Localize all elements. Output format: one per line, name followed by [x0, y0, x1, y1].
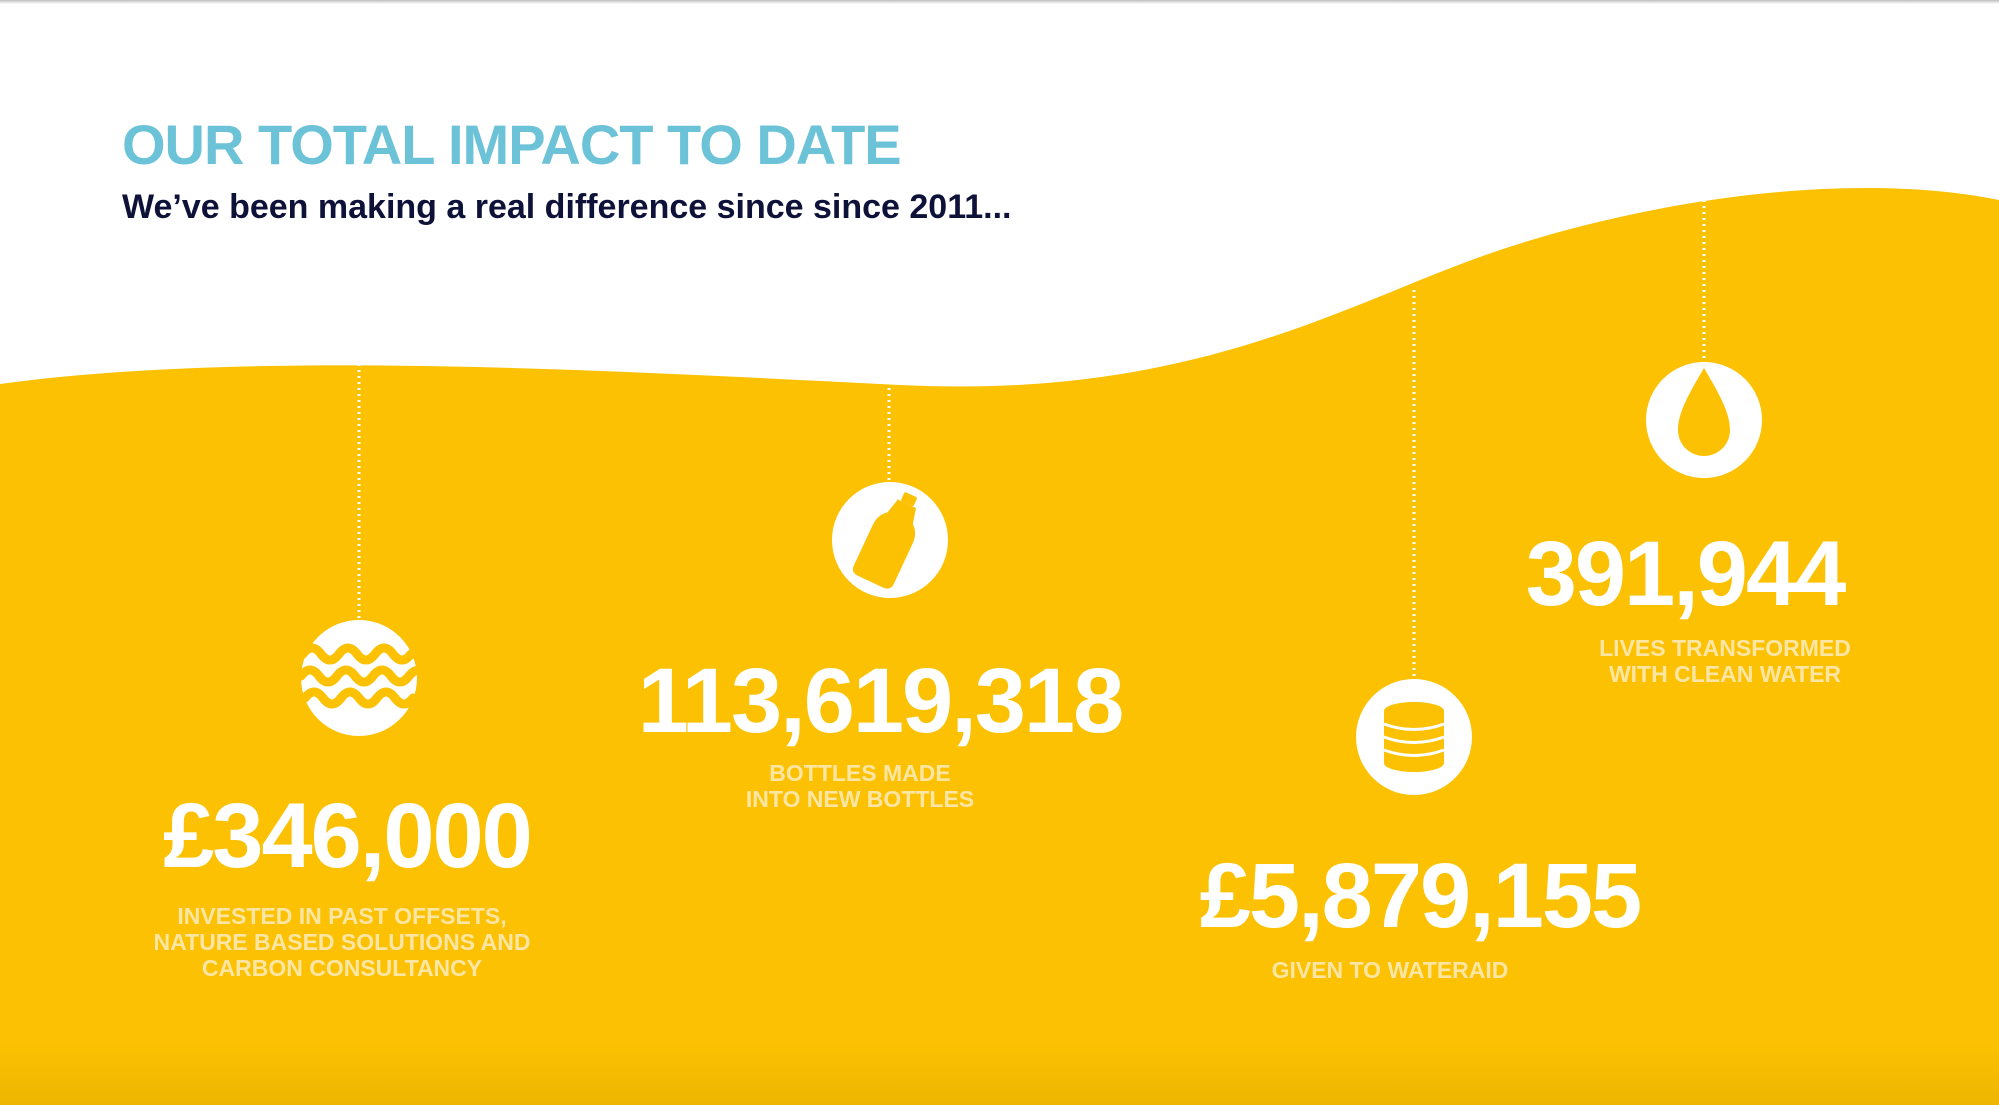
stat-offsets-label: INVESTED IN PAST OFFSETS, NATURE BASED S… — [153, 903, 531, 981]
wave-shape — [0, 188, 1999, 1105]
stat-offsets-value: £346,000 — [163, 785, 533, 887]
stat-wateraid-value: £5,879,155 — [1199, 845, 1642, 947]
water-waves-icon — [296, 620, 424, 736]
page-title: OUR TOTAL IMPACT TO DATE — [122, 113, 902, 176]
bottle-icon — [832, 482, 948, 598]
bottom-edge-shade — [0, 1045, 1999, 1105]
stat-bottles-value: 113,619,318 — [637, 650, 1125, 752]
stat-lives-value: 391,944 — [1525, 523, 1847, 625]
top-edge-shadow — [0, 0, 1999, 4]
page-subtitle: We’ve been making a real difference sinc… — [122, 188, 1012, 226]
stat-wateraid-label: GIVEN TO WATERAID — [1271, 957, 1509, 983]
stat-bottles-label: BOTTLES MADE INTO NEW BOTTLES — [745, 760, 975, 812]
coin-stack-icon — [1356, 679, 1472, 795]
stat-lives-label: LIVES TRANSFORMED WITH CLEAN WATER — [1599, 635, 1851, 687]
water-drop-icon — [1646, 362, 1762, 478]
